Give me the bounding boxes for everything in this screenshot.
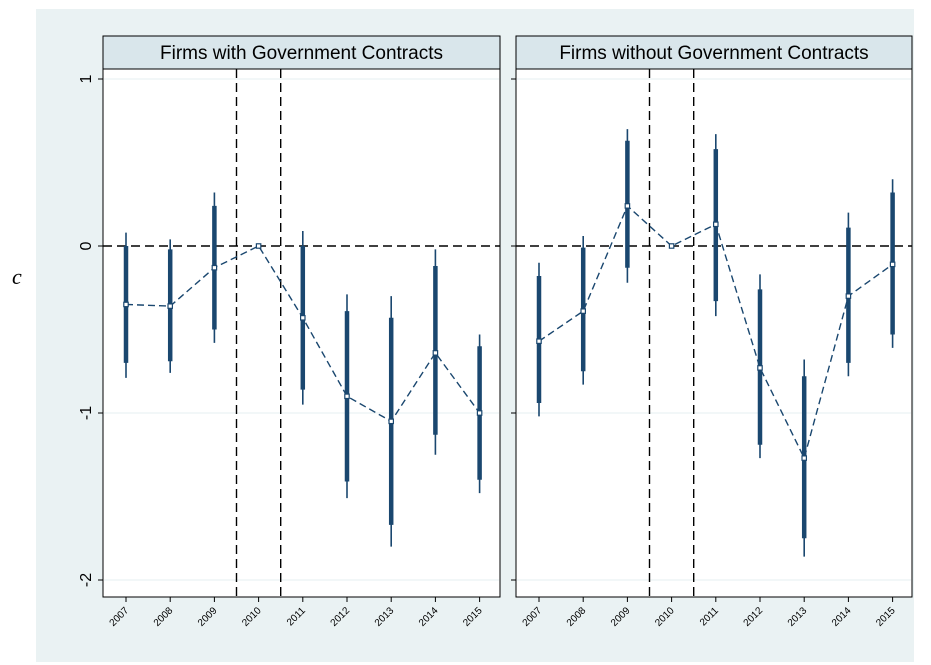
data-point: [580, 308, 587, 314]
data-point: [845, 293, 852, 299]
data-point: [668, 243, 675, 249]
data-point: [123, 301, 129, 308]
panel-title: Firms without Government Contracts: [559, 43, 868, 64]
data-point: [211, 264, 218, 271]
data-point: [536, 338, 542, 344]
data-point: [432, 350, 439, 356]
y-tick-label: -2: [78, 573, 95, 587]
data-point: [757, 365, 763, 371]
data-point: [300, 315, 306, 321]
y-axis-label: c: [12, 264, 22, 289]
data-point: [712, 221, 719, 228]
data-point: [255, 243, 262, 249]
y-tick-label: 0: [78, 241, 95, 250]
panel-title-strip: [515, 35, 913, 70]
y-tick-label: -1: [78, 406, 95, 420]
data-point: [889, 261, 896, 268]
plot-area: [515, 68, 913, 598]
data-point: [801, 455, 808, 461]
data-point: [167, 303, 174, 309]
data-point: [344, 393, 350, 400]
panel-title-strip: [102, 35, 501, 70]
panel-title: Firms with Government Contracts: [160, 43, 443, 64]
data-point: [624, 203, 631, 209]
data-point: [388, 418, 395, 425]
y-tick-label: 1: [78, 74, 95, 83]
data-point: [476, 410, 483, 416]
